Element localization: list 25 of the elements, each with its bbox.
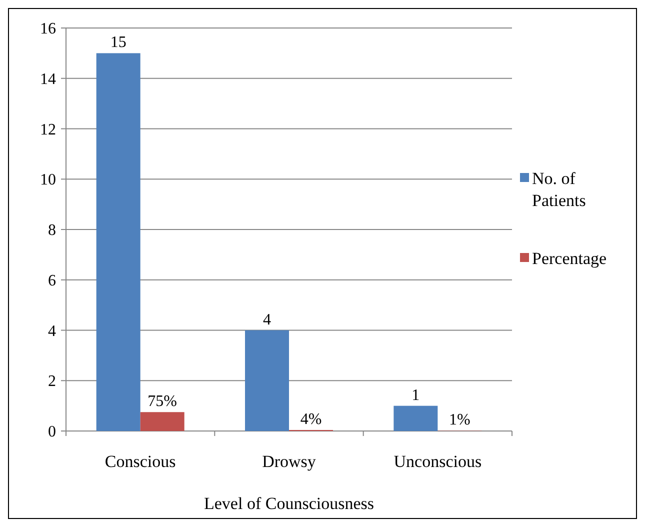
y-tick-label: 16 xyxy=(40,20,56,38)
data-label: 15 xyxy=(110,34,126,52)
y-tick-label: 6 xyxy=(48,272,56,290)
y-tick-label: 14 xyxy=(40,70,56,88)
y-tick-label: 8 xyxy=(48,222,56,240)
x-axis-title: Level of Counsciousness xyxy=(204,494,374,513)
data-label: 4% xyxy=(300,410,322,428)
data-label: 4 xyxy=(263,311,271,328)
legend-label: No. of Patients xyxy=(532,168,586,210)
bar xyxy=(394,406,438,431)
x-tick-label: Drowsy xyxy=(262,452,316,471)
x-tick-label: Unconscious xyxy=(394,452,482,471)
bar xyxy=(96,53,140,431)
legend-label: Percentage xyxy=(532,248,607,268)
y-tick-label: 0 xyxy=(48,424,56,441)
data-label: 75% xyxy=(148,393,177,410)
data-label: 1% xyxy=(449,412,470,429)
data-label: 1 xyxy=(412,386,420,404)
y-tick-label: 10 xyxy=(40,172,56,189)
x-tick-label: Conscious xyxy=(104,452,176,471)
y-tick-label: 4 xyxy=(48,322,56,340)
bar xyxy=(245,330,289,431)
bar xyxy=(140,412,184,431)
y-tick-label: 12 xyxy=(40,121,56,138)
y-tick-label: 2 xyxy=(48,373,56,390)
